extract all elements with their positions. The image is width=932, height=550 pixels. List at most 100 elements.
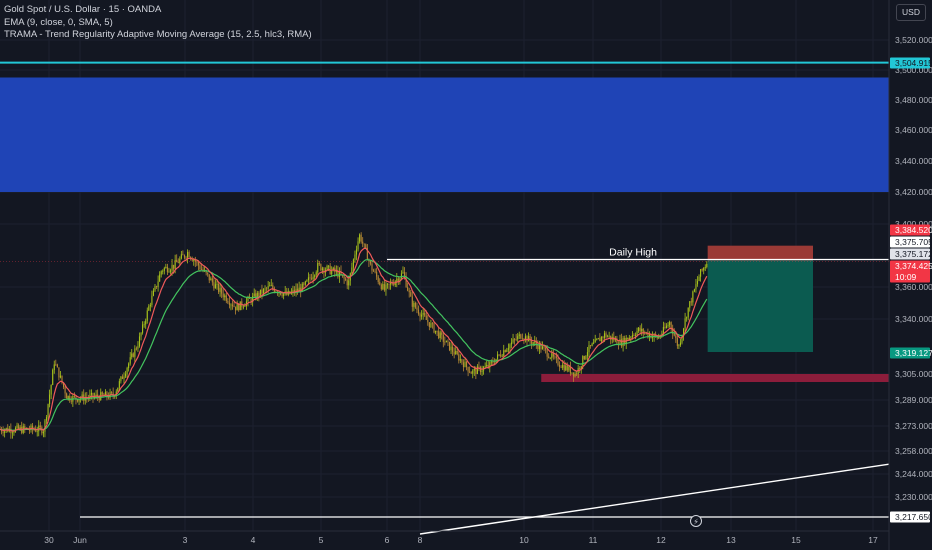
candle [318, 263, 320, 265]
candle [664, 326, 666, 329]
candle [242, 306, 244, 308]
candle [66, 393, 68, 399]
candle [439, 332, 441, 339]
candle [151, 295, 153, 305]
candle [39, 425, 41, 428]
candle [452, 346, 454, 352]
candle [354, 254, 356, 260]
candle [163, 268, 165, 271]
candle [414, 302, 416, 308]
candle [543, 346, 545, 348]
time-tick-label: 6 [385, 535, 390, 545]
ema-legend[interactable]: EMA (9, close, 0, SMA, 5) [4, 16, 113, 28]
time-axis[interactable]: 30 Jun 3 4 5 6 8 10 11 12 13 15 17 [0, 530, 889, 545]
symbol-title[interactable]: Gold Spot / U.S. Dollar · 15 · OANDA [4, 4, 162, 15]
candle [586, 352, 588, 357]
candle [662, 326, 664, 334]
candle [447, 340, 449, 342]
price-tick-label: 3,289.000 [895, 395, 932, 405]
candle [138, 336, 141, 347]
candle [92, 392, 94, 398]
candle [283, 293, 285, 296]
candle [171, 264, 173, 271]
candle [272, 285, 274, 289]
candle [317, 263, 319, 273]
candle [373, 270, 375, 272]
stop-box[interactable] [707, 245, 813, 261]
candle [493, 363, 495, 364]
candle [585, 356, 587, 359]
candle [70, 400, 72, 402]
trama-legend[interactable]: TRAMA - Trend Regularity Adaptive Moving… [4, 29, 312, 40]
candle [407, 287, 409, 291]
candle [55, 364, 57, 366]
candle [450, 346, 452, 351]
candle [639, 327, 641, 332]
candle [159, 274, 161, 282]
candle [459, 359, 461, 361]
candle [507, 348, 509, 350]
candle [594, 339, 596, 343]
candle [425, 315, 427, 320]
zones[interactable] [0, 77, 889, 383]
candle [166, 266, 168, 273]
candle [475, 369, 477, 374]
candle [239, 301, 241, 311]
candle [636, 330, 638, 336]
candle [448, 341, 451, 351]
trama-line [0, 259, 708, 431]
price-tick-label: 3,520.000 [895, 35, 932, 45]
candle [129, 357, 131, 364]
candle [379, 282, 381, 285]
candle [693, 289, 695, 292]
candle [306, 280, 308, 282]
candle [365, 244, 367, 248]
candle [312, 276, 314, 280]
candle [537, 344, 539, 350]
time-tick-label: Jun [73, 535, 87, 545]
candle [679, 342, 681, 346]
candle [498, 354, 500, 356]
candle [256, 292, 258, 299]
candle [641, 328, 643, 332]
countdown-label: 10:09 [895, 272, 917, 282]
candle [692, 291, 694, 303]
candle [628, 337, 630, 340]
demand-zone[interactable] [541, 374, 889, 382]
candle [385, 284, 387, 291]
candle [621, 339, 623, 347]
candle [264, 288, 266, 290]
candle [634, 335, 637, 337]
chart-legend[interactable]: Gold Spot / U.S. Dollar · 15 · OANDA EMA… [4, 4, 312, 42]
candle [568, 366, 570, 371]
candle [259, 289, 261, 297]
candle [295, 288, 297, 293]
candle [572, 372, 575, 377]
price-tick-label: 3,420.000 [895, 187, 932, 197]
upper-zone[interactable] [0, 77, 889, 193]
price-badge-label: 3,384.520 [895, 225, 932, 235]
candle [509, 344, 511, 349]
candle [673, 333, 675, 336]
target-box[interactable] [707, 260, 813, 352]
candle [562, 364, 564, 368]
candle [683, 328, 685, 336]
candle [135, 348, 137, 350]
candle [703, 267, 705, 271]
candle [506, 349, 508, 352]
candle [393, 284, 395, 286]
candle [214, 284, 216, 289]
currency-button[interactable]: USD [896, 4, 926, 21]
candle [386, 283, 389, 285]
candle [467, 367, 469, 372]
candle [405, 275, 407, 288]
candle [701, 269, 703, 271]
candle [380, 284, 382, 290]
candle [117, 387, 119, 392]
drawn-lines[interactable]: Daily High ⚡ [0, 61, 890, 535]
price-badge-label: 3,374.425 [895, 261, 932, 271]
candle [442, 334, 444, 342]
candle [213, 282, 215, 289]
candle [534, 341, 536, 343]
